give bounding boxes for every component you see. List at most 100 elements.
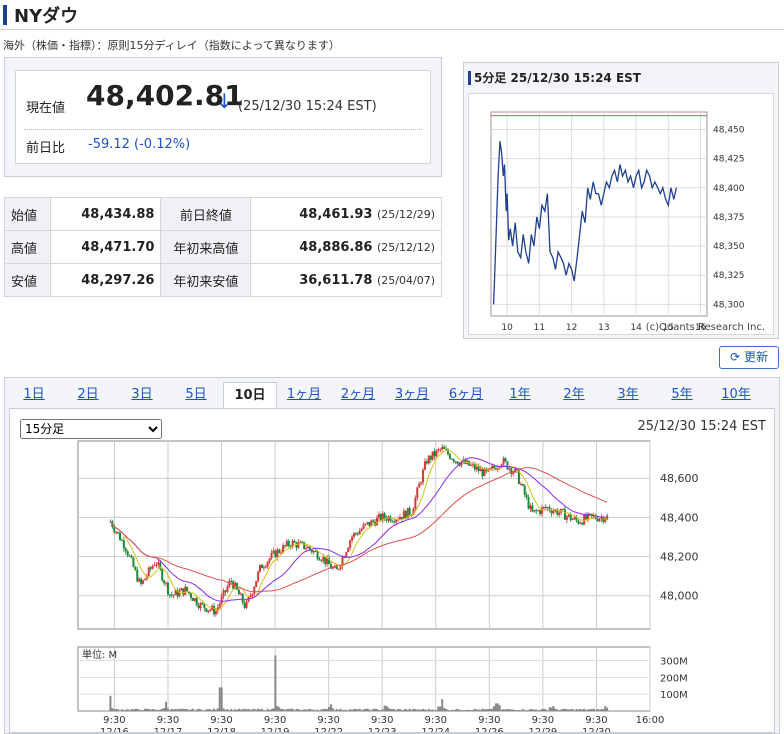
- table-row: 安値 48,297.26 年初来安値 36,611.78 (25/04/07): [4, 263, 442, 297]
- candle-body: [481, 469, 484, 477]
- tab-2日[interactable]: 2日: [77, 387, 99, 402]
- candle-body: [360, 528, 363, 531]
- volume-bar: [170, 708, 173, 711]
- moving-average-line: [109, 467, 608, 593]
- volume-bar: [596, 708, 599, 711]
- candle-body: [406, 508, 409, 519]
- candle-body: [531, 505, 534, 512]
- candle-body: [563, 509, 566, 520]
- tab-10日[interactable]: 10日: [223, 382, 277, 408]
- title-accent-bar: [3, 5, 7, 25]
- price-y-tick: 48,200: [660, 551, 699, 564]
- candle-body: [500, 464, 503, 468]
- candle-body: [567, 514, 570, 517]
- volume-bar: [157, 709, 160, 711]
- candle-body: [437, 449, 440, 451]
- candle-body: [448, 454, 451, 459]
- volume-bar: [132, 709, 135, 711]
- volume-bar: [216, 708, 219, 711]
- candle-body: [431, 451, 434, 460]
- volume-bar: [588, 709, 591, 711]
- candle-body: [458, 464, 461, 466]
- high-value: 48,471.70: [49, 230, 162, 264]
- candle-body: [345, 552, 348, 558]
- tab-3年[interactable]: 3年: [617, 387, 639, 402]
- volume-bar: [399, 709, 402, 711]
- tab-5日[interactable]: 5日: [185, 387, 207, 402]
- ytd-high-cell: 48,886.86 (25/12/12): [250, 230, 442, 264]
- mini-chart-credit: (c)Quants Research Inc.: [646, 322, 765, 333]
- tab-2年[interactable]: 2年: [563, 387, 585, 402]
- candle-body: [412, 508, 415, 516]
- candle-body: [260, 564, 263, 569]
- candle-body: [128, 555, 131, 557]
- volume-bar: [387, 707, 390, 711]
- tab-3ヶ月[interactable]: 3ヶ月: [394, 387, 430, 402]
- tab-10年[interactable]: 10年: [721, 387, 751, 402]
- candle-body: [596, 518, 599, 522]
- candle-body: [537, 510, 540, 512]
- volume-bar: [475, 709, 478, 711]
- quote-panel: 現在値 48,402.81 ↓ (25/12/30 15:24 EST) 前日比…: [4, 57, 442, 177]
- tab-2ヶ月[interactable]: 2ヶ月: [340, 387, 376, 402]
- tab-5年[interactable]: 5年: [671, 387, 693, 402]
- candle-body: [161, 569, 164, 581]
- candle-body: [205, 608, 208, 612]
- tab-1年[interactable]: 1年: [509, 387, 531, 402]
- tab-6ヶ月[interactable]: 6ヶ月: [448, 387, 484, 402]
- prev-close-label: 前日終値: [160, 197, 252, 231]
- volume-bar: [322, 708, 325, 711]
- volume-bar: [471, 710, 474, 711]
- volume-bar: [450, 709, 453, 711]
- candle-body: [170, 594, 173, 596]
- candle-body: [157, 562, 160, 565]
- candle-body: [598, 518, 601, 522]
- volume-bar: [257, 708, 260, 711]
- x-tick-date: 12/19: [261, 727, 290, 732]
- volume-bar: [579, 708, 582, 711]
- candle-body: [408, 508, 411, 515]
- volume-bar: [345, 709, 348, 711]
- candle-body: [508, 468, 511, 470]
- volume-bar: [193, 710, 196, 711]
- candle-body: [539, 510, 542, 514]
- candle-body: [450, 458, 453, 460]
- candle-body: [376, 517, 379, 526]
- candle-body: [130, 555, 133, 558]
- volume-bar: [149, 709, 152, 711]
- volume-bar: [525, 710, 528, 711]
- volume-bar: [606, 707, 609, 711]
- moving-average-line: [109, 457, 608, 602]
- candle-body: [420, 482, 423, 484]
- volume-bar: [422, 708, 425, 711]
- volume-bar: [433, 710, 436, 711]
- volume-bar: [165, 701, 168, 711]
- down-arrow-icon: ↓: [216, 89, 233, 113]
- candle-body: [456, 461, 459, 465]
- volume-bar: [251, 709, 254, 711]
- refresh-label: 更新: [743, 350, 768, 364]
- volume-bar: [209, 709, 212, 711]
- volume-bar: [287, 709, 290, 711]
- volume-bar: [274, 655, 277, 711]
- candle-body: [243, 602, 246, 608]
- volume-bar: [337, 709, 340, 711]
- candle-body: [301, 541, 304, 543]
- candle-body: [209, 609, 212, 611]
- tab-1ヶ月[interactable]: 1ヶ月: [286, 387, 322, 402]
- tab-3日[interactable]: 3日: [131, 387, 153, 402]
- mini-x-tick: 11: [534, 323, 545, 333]
- candle-body: [366, 522, 369, 524]
- candle-body: [308, 546, 311, 550]
- refresh-button[interactable]: ⟳ 更新: [719, 346, 779, 369]
- candle-body: [303, 541, 306, 549]
- tab-1日[interactable]: 1日: [23, 387, 45, 402]
- candle-body: [203, 604, 206, 609]
- candle-body: [249, 595, 252, 598]
- period-select[interactable]: 15分足: [20, 419, 162, 439]
- ytd-low-label: 年初来安値: [160, 263, 252, 297]
- volume-bar: [232, 710, 235, 711]
- low-value: 48,297.26: [49, 263, 162, 297]
- candle-body: [278, 549, 281, 553]
- candle-body: [331, 567, 334, 569]
